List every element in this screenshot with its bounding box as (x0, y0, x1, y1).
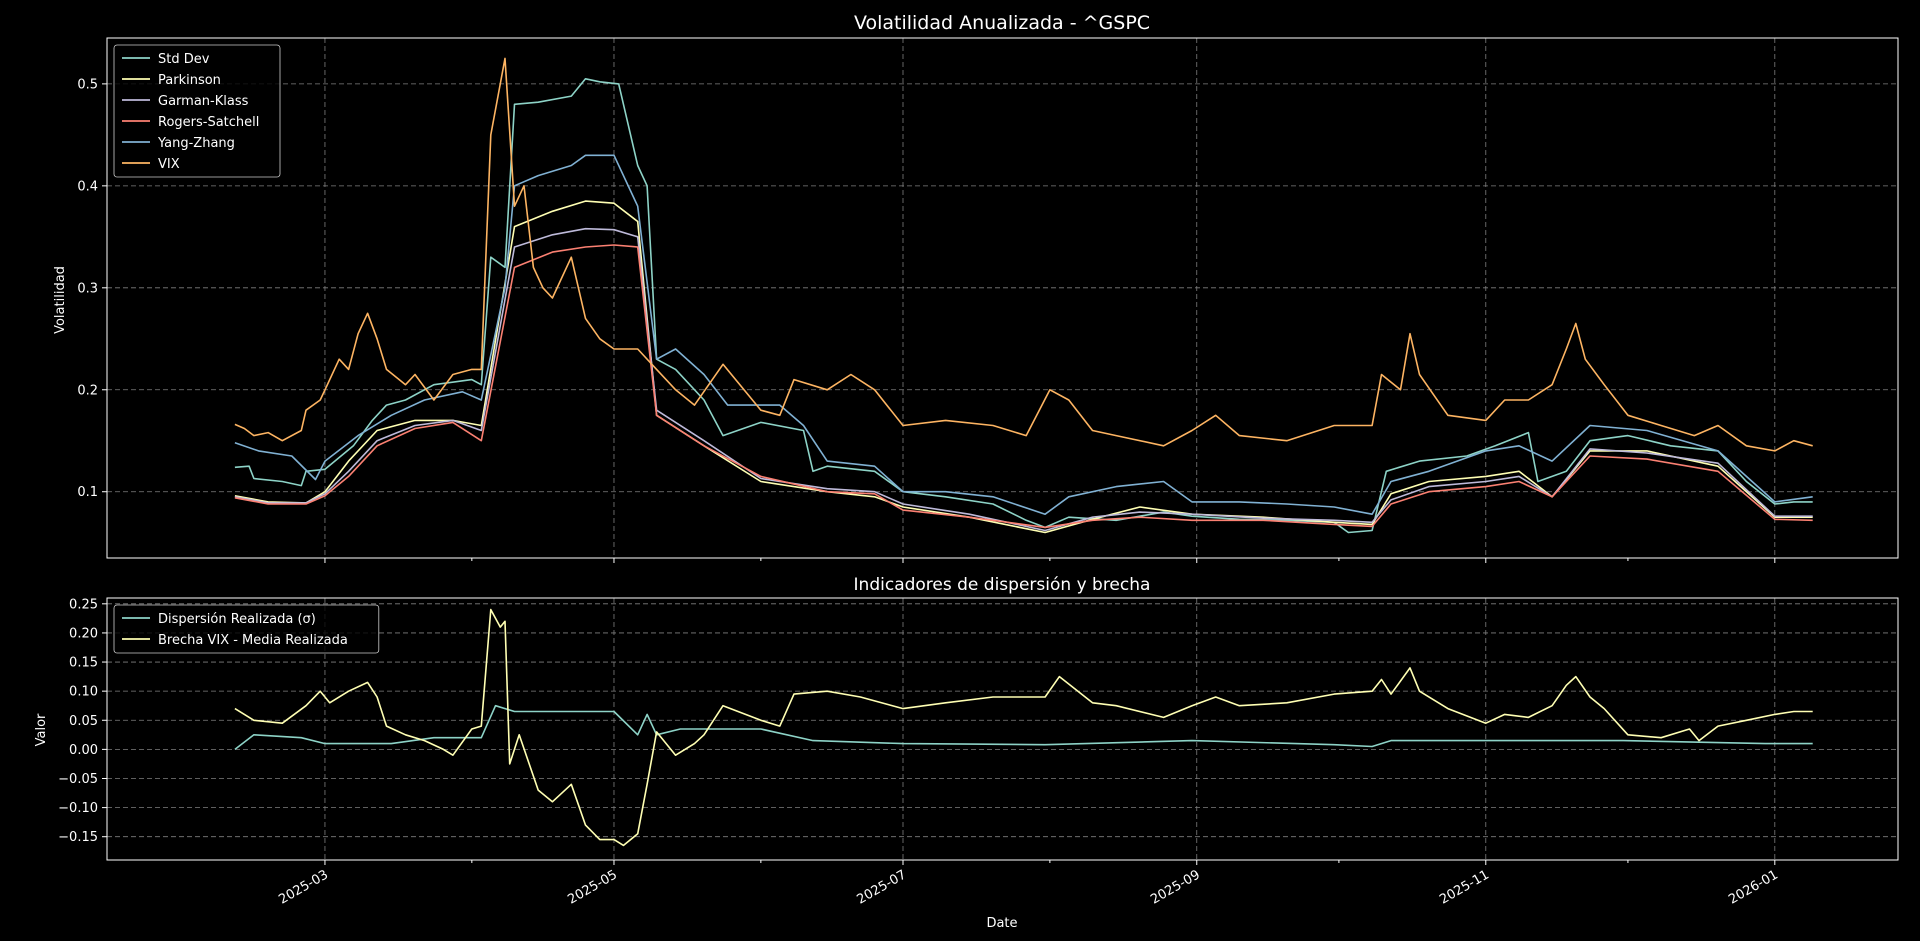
volatility-series-lines (234, 57, 1813, 534)
legend-entry: Parkinson (158, 73, 221, 88)
legend-box (113, 44, 281, 178)
dispersion-plot-frame (106, 597, 1899, 861)
legend-entry: Yang-Zhang (157, 136, 235, 151)
y-tick-label: 0.10 (69, 685, 98, 700)
x-axis-label: Date (986, 916, 1017, 931)
y-tick-label: 0.00 (69, 743, 98, 758)
y-tick-label: 0.4 (77, 179, 98, 194)
series-line-garman-klass (234, 227, 1813, 532)
y-tick-label: 0.25 (69, 597, 98, 612)
y-tick-label: −0.10 (58, 801, 98, 816)
volatility-y-axis-label: Volatilidad (53, 266, 68, 334)
volatility-chart-title: Volatilidad Anualizada - ^GSPC (854, 12, 1150, 34)
series-line-std-dev (234, 78, 1813, 534)
dispersion-series-lines (234, 608, 1813, 847)
y-tick-label: −0.05 (58, 772, 98, 787)
y-tick-label: 0.20 (69, 626, 98, 641)
y-tick-label: 0.1 (77, 485, 98, 500)
y-tick-label: 0.3 (77, 281, 98, 296)
legend-entry: VIX (158, 157, 180, 172)
legend-entry: Std Dev (158, 52, 210, 67)
y-tick-label: 0.5 (77, 77, 98, 92)
dispersion-chart-title: Indicadores de dispersión y brecha (854, 575, 1151, 595)
series-line-rogers-satchell (234, 244, 1813, 529)
volatility-plot-frame (106, 37, 1899, 559)
legend-entry: Brecha VIX - Media Realizada (158, 633, 348, 648)
volatility-panel: Volatilidad Anualizada - ^GSPC Volatilid… (53, 12, 1899, 563)
series-line-brecha-vix-media-realizada (234, 608, 1813, 847)
y-tick-label: −0.15 (58, 830, 98, 845)
volatility-y-ticks: 0.1 0.2 0.3 0.4 0.5 (77, 77, 107, 500)
series-line-vix (234, 57, 1813, 452)
volatility-grid (107, 38, 1898, 558)
legend-entry: Dispersión Realizada (σ) (158, 612, 316, 627)
legend-box (113, 604, 380, 654)
legend-entry: Garman-Klass (158, 94, 249, 109)
series-line-yang-zhang (234, 154, 1813, 516)
dispersion-grid (107, 598, 1898, 860)
dispersion-legend: Dispersión Realizada (σ) Brecha VIX - Med… (113, 604, 380, 654)
y-tick-label: 0.05 (69, 714, 98, 729)
volatility-legend: Std Dev Parkinson Garman-Klass Rogers-Satch… (113, 44, 281, 178)
legend-entry: Rogers-Satchell (158, 115, 259, 130)
dispersion-y-axis-label: Valor (34, 713, 49, 746)
y-tick-label: 0.15 (69, 656, 98, 671)
volatility-x-ticks (324, 558, 1776, 563)
dispersion-y-ticks: −0.15 −0.10 −0.05 0.00 0.05 0.10 0.15 0.20 0.25 (58, 597, 107, 845)
y-tick-label: 0.2 (77, 383, 98, 398)
